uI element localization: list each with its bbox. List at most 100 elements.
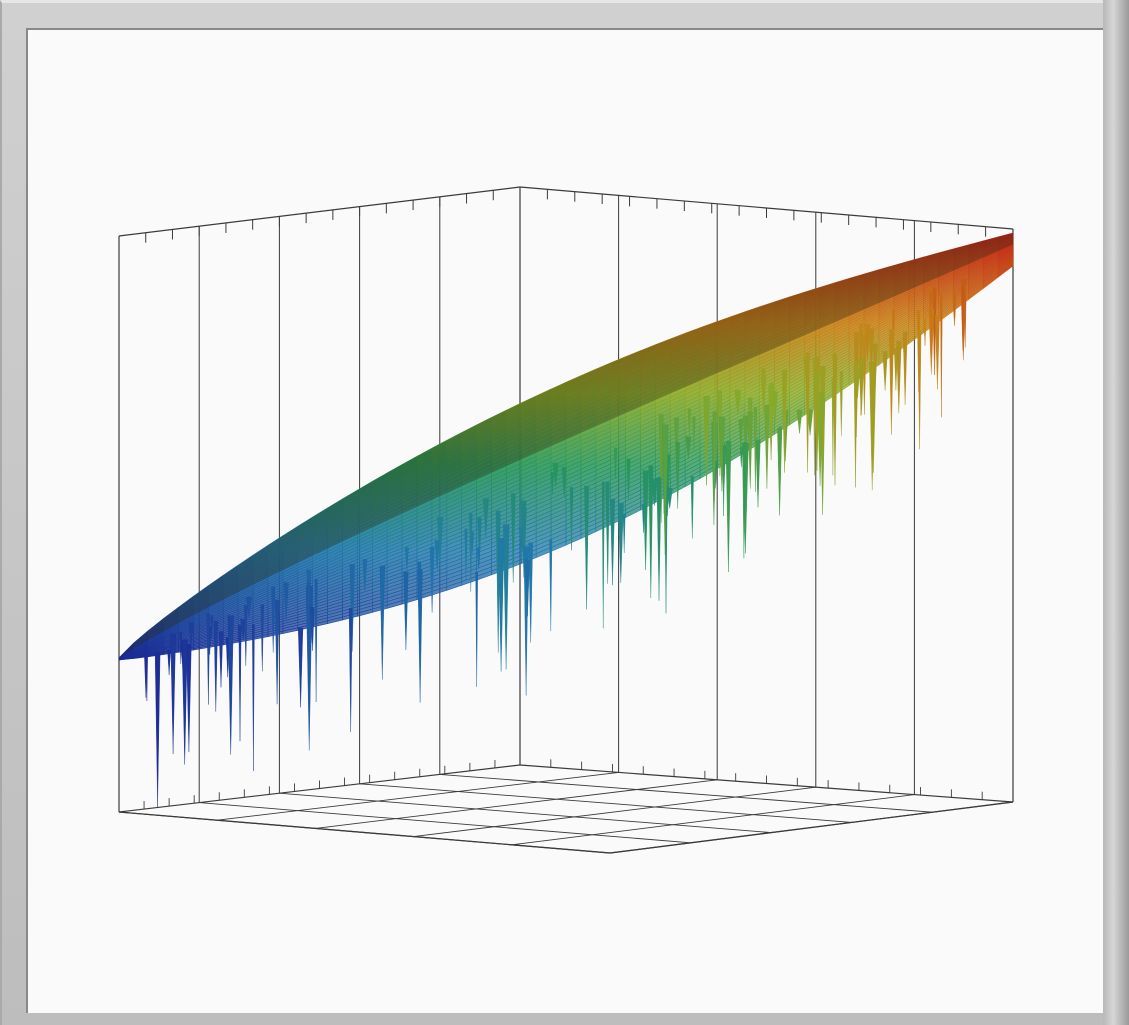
surface-mesh xyxy=(118,232,1014,809)
surface-shadow-band xyxy=(938,248,954,278)
surface-shadow-band xyxy=(297,516,313,563)
surface-spike xyxy=(722,446,727,484)
surface-shadow-band xyxy=(640,344,656,407)
surface-spike xyxy=(181,639,188,765)
surface-shadow-band xyxy=(685,327,701,387)
surface-spike xyxy=(584,485,589,610)
plot-panel[interactable] xyxy=(26,28,1103,1013)
surface-spike xyxy=(502,524,510,670)
surface-spike xyxy=(687,408,691,437)
surface-shadow-band xyxy=(417,448,432,507)
surface-shadow-band xyxy=(744,306,760,362)
surface-spike xyxy=(960,278,965,350)
surface-shadow-band xyxy=(655,338,671,400)
surface-shadow-band xyxy=(983,236,999,258)
surface-shadow-band xyxy=(893,261,909,297)
surface-spike xyxy=(685,436,692,459)
surface-spike xyxy=(712,412,717,502)
surface-spike xyxy=(656,477,662,601)
surface-spike xyxy=(764,404,770,489)
surface-shadow-band xyxy=(193,585,209,616)
surface-spike xyxy=(297,627,304,708)
surface-shadow-band xyxy=(446,432,462,493)
surface-spike xyxy=(739,446,743,468)
surface-spike xyxy=(928,309,935,375)
surface-spike xyxy=(188,622,194,647)
surface-spike xyxy=(777,428,783,516)
floor-gridline xyxy=(359,783,852,823)
surface-spike xyxy=(437,517,444,563)
surface-shadow-band xyxy=(119,642,134,659)
floor-gridline xyxy=(199,802,691,844)
surface-spike xyxy=(772,391,778,425)
surface-shadow-band xyxy=(208,575,224,608)
surface-spike xyxy=(661,424,669,555)
surface-spike xyxy=(206,613,211,705)
surface-shadow-band xyxy=(610,356,626,420)
surface-spike xyxy=(379,565,385,680)
surface-shadow-band xyxy=(357,481,373,535)
surface-spike xyxy=(896,340,902,414)
surface-spike xyxy=(747,411,753,486)
surface-spike xyxy=(238,625,242,742)
surface-spike xyxy=(902,331,908,405)
surface-cell xyxy=(997,264,1014,278)
window-right-gutter xyxy=(1103,0,1129,1025)
surface-spike xyxy=(675,442,680,509)
surface-spike xyxy=(349,564,355,652)
surface-spike xyxy=(309,607,315,643)
surface-shadow-band xyxy=(387,464,403,521)
surface-spike xyxy=(648,465,654,599)
surface-spike xyxy=(760,375,767,416)
surface-spike xyxy=(404,547,409,570)
surface-spike xyxy=(154,652,161,809)
surface-spike xyxy=(469,513,473,592)
surface-spike xyxy=(734,390,741,415)
surface-spike xyxy=(617,503,624,584)
surface-shadow-band xyxy=(878,265,894,303)
surface-spike xyxy=(692,416,696,452)
surface-spike xyxy=(703,396,710,486)
surface-spike xyxy=(167,650,171,676)
surface-shadow-band xyxy=(178,596,194,623)
surface-shadow-band xyxy=(774,296,790,349)
surface-spike xyxy=(952,292,957,326)
surface-shadow-band xyxy=(133,630,149,649)
surface-spike xyxy=(510,493,516,583)
floor-gridline xyxy=(217,771,619,821)
surface-spike xyxy=(434,539,440,571)
surface-spike xyxy=(244,605,248,666)
surface-shadow-band xyxy=(372,472,388,528)
surface-spike xyxy=(525,559,530,617)
surface-spike xyxy=(475,572,478,687)
surface-spike xyxy=(796,409,803,434)
surface-shadow-band xyxy=(551,382,566,446)
surface-spike xyxy=(552,462,559,487)
surface-spike xyxy=(561,467,567,498)
surface-shadow-band xyxy=(223,565,239,600)
surface-spike xyxy=(917,330,922,450)
surface-shadow-band xyxy=(923,252,939,284)
surface-spike xyxy=(626,458,631,501)
floor-grid xyxy=(118,757,1014,854)
surface-spike xyxy=(742,445,746,559)
floor-gridline xyxy=(511,794,915,846)
surface-shadow-band xyxy=(953,244,969,271)
surface-shadow-band xyxy=(566,375,581,440)
surface-spike xyxy=(814,371,820,471)
surface-shadow-band xyxy=(268,535,283,578)
surface-shadow-band xyxy=(148,618,164,640)
surface-shadow-band xyxy=(700,322,715,381)
surface-spike xyxy=(186,644,192,753)
surface-shadow-band xyxy=(759,301,775,355)
surface-spike xyxy=(521,508,527,578)
surface-spike xyxy=(888,329,894,435)
surface-spike xyxy=(610,498,616,586)
surface-shadow-band xyxy=(163,607,179,632)
surface-shadow-band xyxy=(476,417,492,480)
floor-gridline xyxy=(413,786,816,838)
surface-shadow-band xyxy=(670,333,686,394)
surface-spike xyxy=(477,517,482,565)
surface-plot[interactable] xyxy=(28,30,1103,1013)
surface-shadow-band xyxy=(789,292,805,342)
